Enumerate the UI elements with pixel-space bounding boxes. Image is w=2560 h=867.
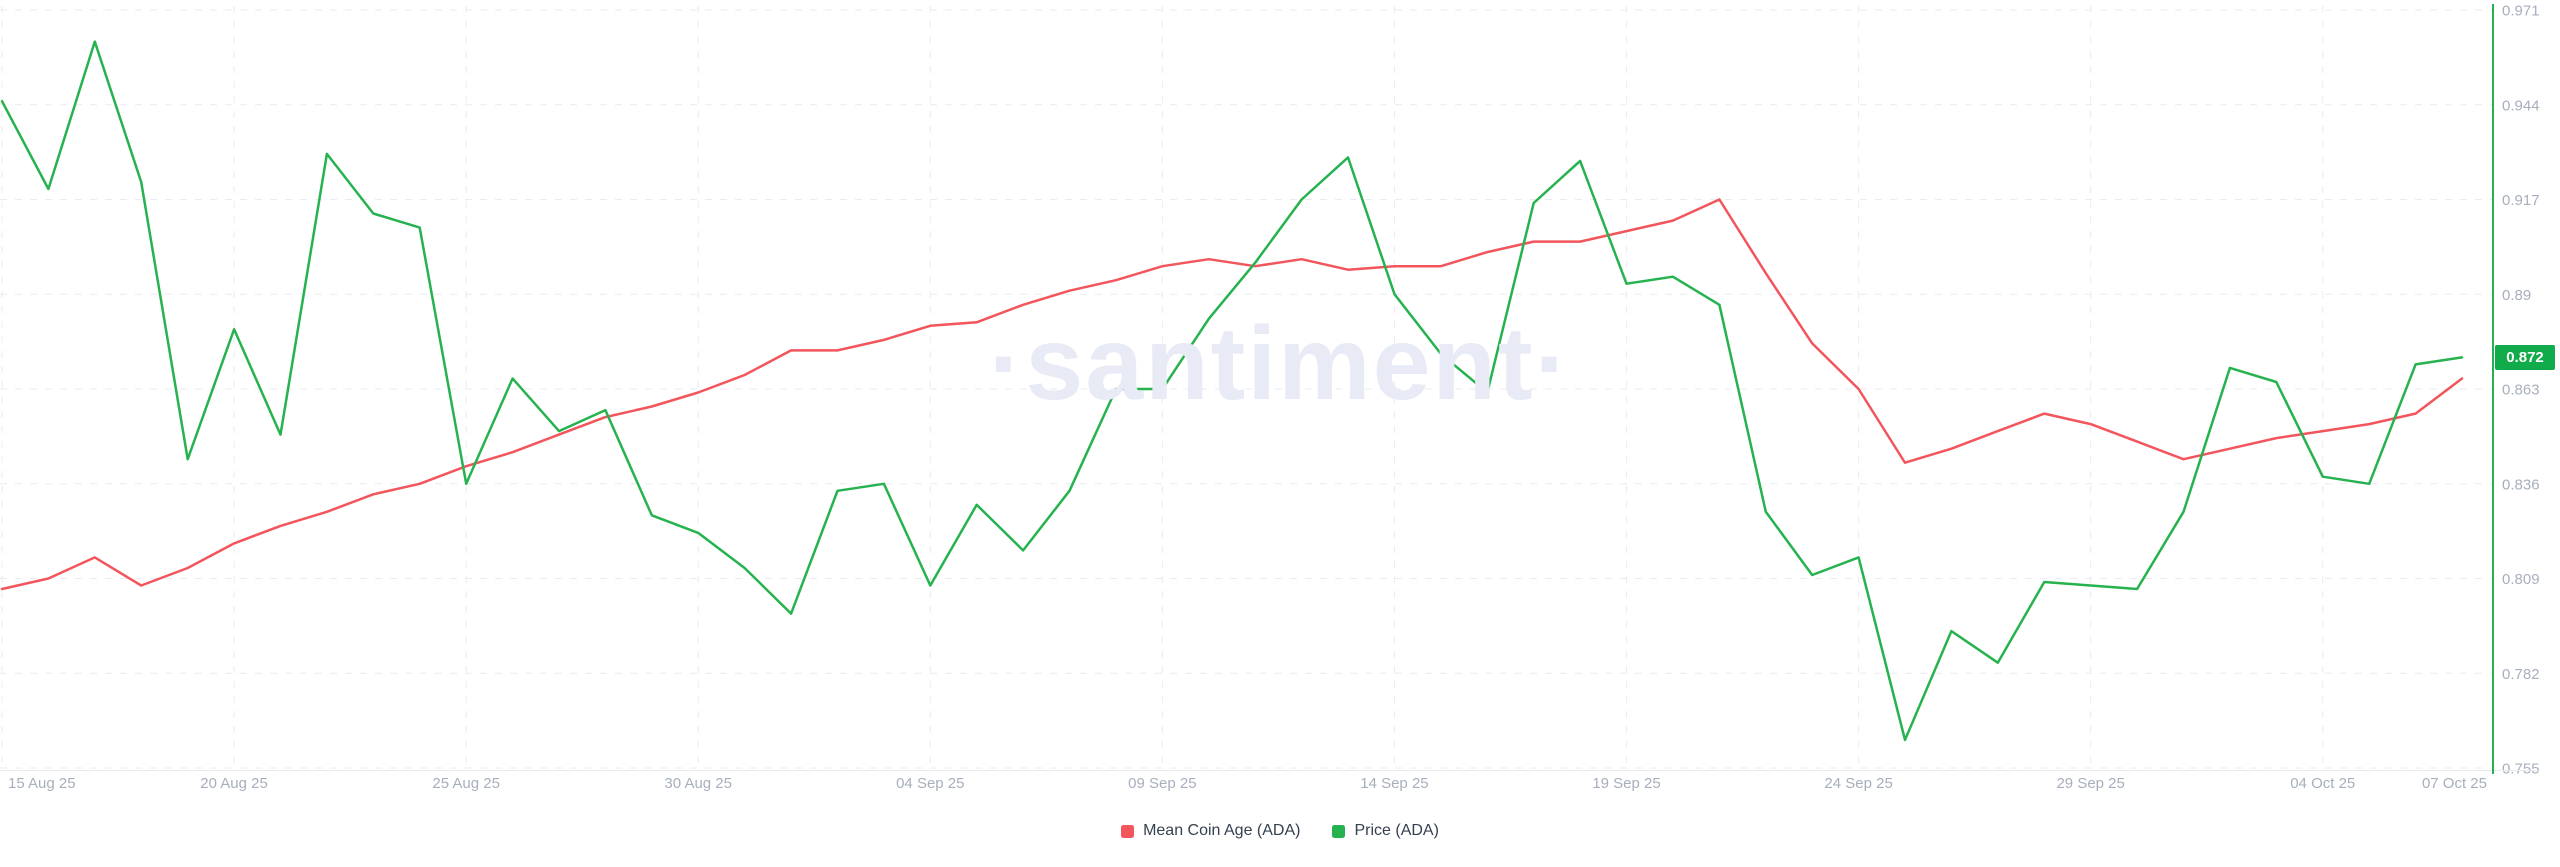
x-axis-label: 25 Aug 25 [432, 775, 500, 792]
y-axis-label: 0.755 [2502, 761, 2540, 778]
y-gridlines [0, 9, 2493, 769]
legend-label-mean-coin-age: Mean Coin Age (ADA) [1143, 822, 1301, 839]
x-axis-label: 04 Oct 25 [2290, 775, 2355, 792]
y-axis-label: 0.863 [2502, 382, 2540, 399]
mean-coin-age-line [0, 198, 2464, 591]
x-axis-label: 20 Aug 25 [200, 775, 268, 792]
chart-legend: Mean Coin Age (ADA) Price (ADA) [0, 822, 2560, 840]
y-axis-label: 0.917 [2502, 192, 2540, 209]
price-line [0, 40, 2464, 742]
x-axis-label: 30 Aug 25 [664, 775, 732, 792]
y-axis-label: 0.89 [2502, 287, 2531, 304]
price-swatch-icon [1332, 824, 1346, 838]
legend-item-price[interactable]: Price (ADA) [1332, 822, 1439, 840]
x-axis-label: 09 Sep 25 [1128, 775, 1196, 792]
current-price-badge: 0.872 [2495, 344, 2555, 370]
y-axis-label: 0.782 [2502, 666, 2540, 683]
x-axis-label: 15 Aug 25 [8, 775, 76, 792]
y-axis-labels: 0.971 0.944 0.917 0.89 0.863 0.836 0.809 0.782 0… [2502, 3, 2540, 778]
x-axis-label: 29 Sep 25 [2056, 775, 2124, 792]
mean-coin-age-swatch-icon [1121, 824, 1135, 838]
legend-label-price: Price (ADA) [1354, 822, 1439, 839]
y-axis-label: 0.836 [2502, 476, 2540, 493]
x-axis-label: 24 Sep 25 [1824, 775, 1892, 792]
x-axis-label: 19 Sep 25 [1592, 775, 1660, 792]
x-axis-labels: 15 Aug 25 20 Aug 25 25 Aug 25 30 Aug 25 04 S… [8, 775, 2487, 792]
x-axis-label: 04 Sep 25 [896, 775, 964, 792]
y-axis-label: 0.971 [2502, 3, 2540, 20]
legend-item-mean-coin-age[interactable]: Mean Coin Age (ADA) [1121, 822, 1300, 840]
y-axis-label: 0.944 [2502, 97, 2540, 114]
x-axis-label: 14 Sep 25 [1360, 775, 1428, 792]
x-axis-label: 07 Oct 25 [2422, 775, 2487, 792]
y-axis-label: 0.809 [2502, 571, 2540, 588]
